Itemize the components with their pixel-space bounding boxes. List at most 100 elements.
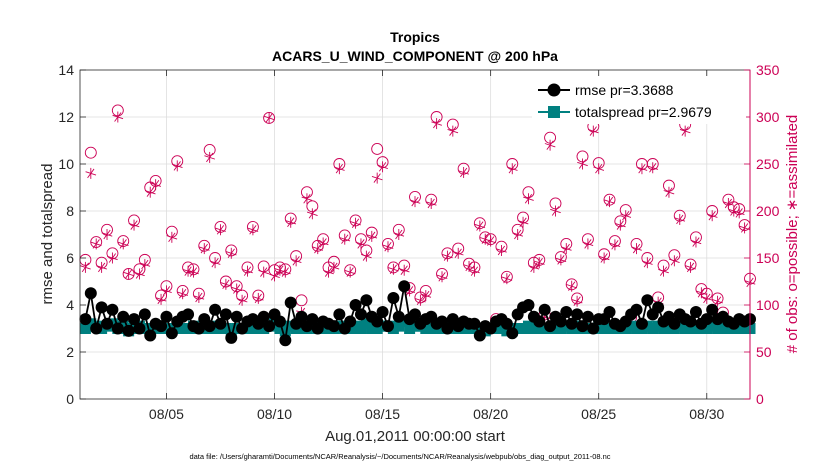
assimilated-obs-marker <box>220 278 232 290</box>
y-right-tick-label: 350 <box>756 62 780 78</box>
assimilated-obs-marker <box>361 250 372 262</box>
rmse-marker <box>468 317 481 330</box>
rmse-marker <box>587 322 600 335</box>
possible-obs-marker <box>84 146 97 159</box>
assimilated-obs-marker <box>555 254 567 266</box>
rmse-marker <box>349 299 362 311</box>
rmse-marker <box>538 303 551 316</box>
rmse-marker <box>360 294 373 307</box>
rmse-marker <box>554 315 567 328</box>
assimilated-obs-marker <box>533 257 545 269</box>
assimilated-obs-marker <box>544 139 556 151</box>
assimilated-obs-marker <box>333 163 345 175</box>
rmse-marker <box>398 280 411 293</box>
rmse-marker <box>544 320 557 333</box>
x-tick-label: 08/05 <box>149 406 184 422</box>
assimilated-obs-marker <box>263 112 275 124</box>
assimilated-obs-marker <box>90 238 102 250</box>
rmse-marker <box>273 315 286 328</box>
assimilated-obs-marker <box>366 230 378 242</box>
assimilated-obs-marker <box>388 263 399 275</box>
assimilated-obs-marker <box>377 161 388 173</box>
rmse-marker <box>652 301 665 314</box>
rmse-marker <box>409 308 421 321</box>
assimilated-obs-marker <box>641 257 653 269</box>
legend-rmse-label: rmse pr=3.3688 <box>575 82 674 98</box>
footnote: data file: /Users/gharamti/Documents/NCA… <box>189 452 610 461</box>
assimilated-obs-marker <box>344 266 356 278</box>
y-right-tick-label: 100 <box>756 297 780 313</box>
rmse-marker <box>392 310 405 323</box>
y-right-tick-label: 50 <box>756 344 772 360</box>
assimilated-obs-marker <box>571 295 583 307</box>
rmse-marker <box>111 322 124 335</box>
y-right-tick-label: 300 <box>756 109 780 125</box>
assimilated-obs-marker <box>182 265 194 277</box>
assimilated-obs-marker <box>517 216 529 228</box>
assimilated-obs-marker <box>355 238 367 250</box>
assimilated-obs-marker <box>604 196 615 208</box>
y-left-tick-label: 8 <box>66 203 74 219</box>
assimilated-obs-marker <box>733 207 745 219</box>
assimilated-obs-marker <box>631 243 642 255</box>
rmse-marker <box>381 320 394 333</box>
assimilated-obs-marker <box>258 266 270 278</box>
assimilated-obs-marker <box>301 193 313 205</box>
assimilated-obs-marker <box>474 220 486 232</box>
y-left-tick-label: 14 <box>58 62 74 78</box>
y-right-tick-label: 0 <box>756 391 764 407</box>
assimilated-obs-marker <box>188 266 199 278</box>
assimilated-obs-marker <box>209 257 221 269</box>
rmse-marker <box>279 334 292 347</box>
rmse-marker <box>165 327 178 340</box>
rmse-marker <box>641 294 654 307</box>
rmse-marker <box>106 303 119 316</box>
assimilated-obs-marker <box>458 166 469 178</box>
rmse-marker <box>214 317 227 330</box>
assimilated-obs-marker <box>496 244 507 256</box>
assimilated-obs-marker <box>679 125 691 137</box>
rmse-marker <box>560 306 573 319</box>
assimilated-obs-marker <box>323 266 334 278</box>
assimilated-obs-marker <box>371 172 383 184</box>
assimilated-obs-marker <box>550 205 561 217</box>
assimilated-obs-marker <box>528 261 540 273</box>
assimilated-obs-marker <box>436 271 448 283</box>
rmse-marker <box>327 320 340 333</box>
y-left-tick-label: 4 <box>66 297 74 313</box>
assimilated-obs-marker <box>431 118 442 130</box>
rmse-marker <box>371 315 384 328</box>
rmse-marker <box>500 317 513 330</box>
assimilated-obs-marker <box>350 217 361 229</box>
assimilated-obs-marker <box>523 193 534 205</box>
rmse-marker <box>295 310 308 323</box>
rmse-marker <box>160 310 173 323</box>
assimilated-obs-marker <box>290 255 302 267</box>
assimilated-obs-marker <box>712 295 723 307</box>
assimilated-obs-marker <box>409 196 421 208</box>
assimilated-obs-marker <box>674 213 686 225</box>
y-left-tick-label: 6 <box>66 250 74 266</box>
assimilated-obs-marker <box>485 235 497 247</box>
legend-spread-marker <box>548 106 560 118</box>
assimilated-obs-marker <box>647 162 659 174</box>
rmse-marker <box>344 315 357 328</box>
assimilated-obs-marker <box>339 233 351 245</box>
rmse-marker <box>203 320 216 333</box>
rmse-marker <box>441 322 454 335</box>
assimilated-obs-marker <box>696 287 707 299</box>
assimilated-obs-marker <box>285 216 297 228</box>
x-tick-label: 08/10 <box>257 406 292 422</box>
rmse-marker <box>635 317 648 330</box>
assimilated-obs-marker <box>242 265 253 277</box>
assimilated-obs-marker <box>582 238 594 250</box>
legend-rmse-marker <box>547 83 561 97</box>
assimilated-obs-marker <box>128 219 140 231</box>
rmse-marker <box>576 320 589 333</box>
assimilated-obs-marker <box>166 231 178 243</box>
assimilated-obs-marker <box>614 219 626 231</box>
assimilated-obs-marker <box>398 264 410 276</box>
assimilated-obs-marker <box>701 292 713 304</box>
assimilated-obs-marker <box>739 222 750 234</box>
rmse-marker <box>376 306 389 319</box>
